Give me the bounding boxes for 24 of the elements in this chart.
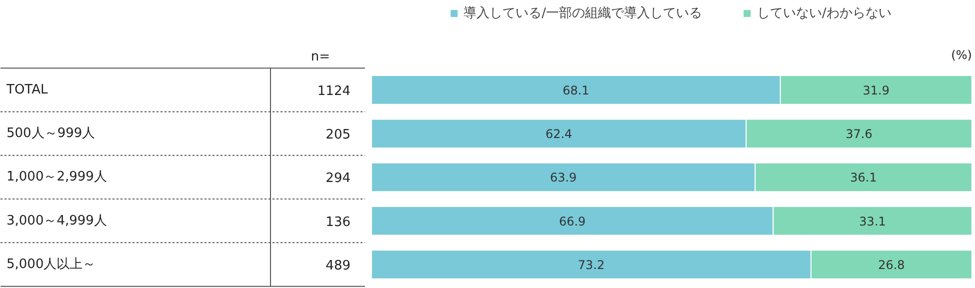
data-label: 73.2 [578, 258, 605, 272]
data-label: 33.1 [859, 214, 886, 228]
data-label: 66.9 [558, 214, 586, 228]
data-label: 31.9 [862, 83, 890, 98]
data-label: 68.1 [562, 83, 590, 98]
y-tick-label: 500人～999人 [6, 126, 96, 142]
text: 1124 [317, 84, 351, 99]
y-tick-label: 1,000～2,999人 [6, 170, 107, 185]
text: 489 [326, 258, 351, 274]
data-label: 36.1 [850, 170, 877, 185]
text: 136 [326, 214, 351, 230]
data-label: 37.6 [846, 127, 872, 142]
data-label: 26.8 [878, 258, 905, 272]
y-tick-label: TOTAL [6, 82, 48, 98]
y-tick-label: 3,000～4,999人 [6, 213, 107, 228]
data-label: 63.9 [550, 170, 577, 185]
text: (%) [951, 48, 972, 62]
text: n= [310, 50, 330, 65]
y-tick-label: 5,000人以上～ [6, 257, 96, 272]
text: 294 [326, 171, 351, 186]
legend-label: していない/わからない [757, 5, 892, 22]
data-label: 62.4 [545, 127, 572, 142]
legend-label: 導入している/一部の組織で導入している [464, 5, 702, 22]
text: 205 [326, 128, 351, 143]
